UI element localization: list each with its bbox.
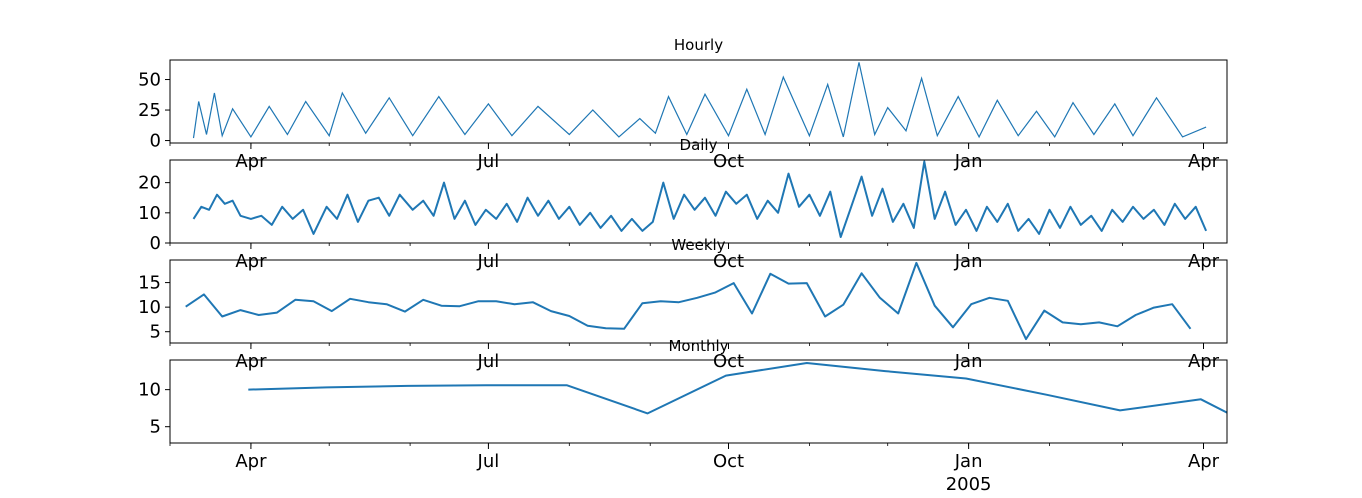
axes-frame xyxy=(169,59,1228,144)
panel-title-daily: Daily xyxy=(680,136,718,154)
x-tick-label: Apr xyxy=(1188,351,1220,372)
y-tick-label: 0 xyxy=(150,131,161,152)
series-line-daily xyxy=(192,160,1208,238)
x-tick-label: Apr xyxy=(235,351,267,372)
panel-hourly: 0 25 50 Apr Jul Oct Jan Apr Hourly xyxy=(138,36,1228,172)
x-tick-label: Apr xyxy=(235,251,267,272)
panel-title-monthly: Monthly xyxy=(668,337,728,355)
x-tick-label: Apr xyxy=(235,451,267,472)
y-tick-label: 5 xyxy=(150,322,161,343)
axes-frame xyxy=(169,259,1228,344)
y-tick-label: 15 xyxy=(138,273,161,294)
panel-weekly: 5 10 15 Apr Jul Oct Jan Apr Weekly xyxy=(138,236,1228,372)
x-tick-label: Jan xyxy=(954,451,983,472)
series-line-monthly xyxy=(248,362,1227,415)
y-tick-label: 5 xyxy=(150,417,161,438)
axes-frame xyxy=(169,359,1228,444)
y-tick-label: 20 xyxy=(138,173,161,194)
x-tick-label: Oct xyxy=(713,151,744,172)
series-line-hourly xyxy=(192,62,1207,139)
x-tick-label: Apr xyxy=(1188,151,1220,172)
x-tick-label: Apr xyxy=(235,151,267,172)
x-tick-label: Jan xyxy=(954,251,983,272)
x-tick-label: Jul xyxy=(477,351,500,372)
series-line-weekly xyxy=(185,261,1192,341)
panel-title-hourly: Hourly xyxy=(674,36,723,54)
y-tick-label: 10 xyxy=(138,380,161,401)
x-tick-label: Apr xyxy=(1188,251,1220,272)
y-tick-label: 0 xyxy=(150,233,161,254)
axes-frame xyxy=(169,159,1228,244)
x-tick-label: Apr xyxy=(1188,451,1220,472)
x-tick-label: Jan xyxy=(954,151,983,172)
y-tick-label: 10 xyxy=(138,203,161,224)
panel-title-weekly: Weekly xyxy=(671,236,725,254)
x-tick-label: Oct xyxy=(713,251,744,272)
x-tick-label: 2005 xyxy=(946,474,992,495)
x-tick-label: Oct xyxy=(713,351,744,372)
y-tick-label: 50 xyxy=(138,70,161,91)
panel-daily: 0 10 20 Apr Jul Oct Jan Apr Daily xyxy=(138,136,1228,272)
x-tick-label: Oct xyxy=(713,451,744,472)
x-tick-label: Jul xyxy=(477,251,500,272)
y-tick-label: 10 xyxy=(138,297,161,318)
x-tick-label: Jul xyxy=(477,451,500,472)
y-tick-label: 25 xyxy=(138,100,161,121)
x-tick-label: Jul xyxy=(477,151,500,172)
x-tick-label: Jan xyxy=(954,351,983,372)
